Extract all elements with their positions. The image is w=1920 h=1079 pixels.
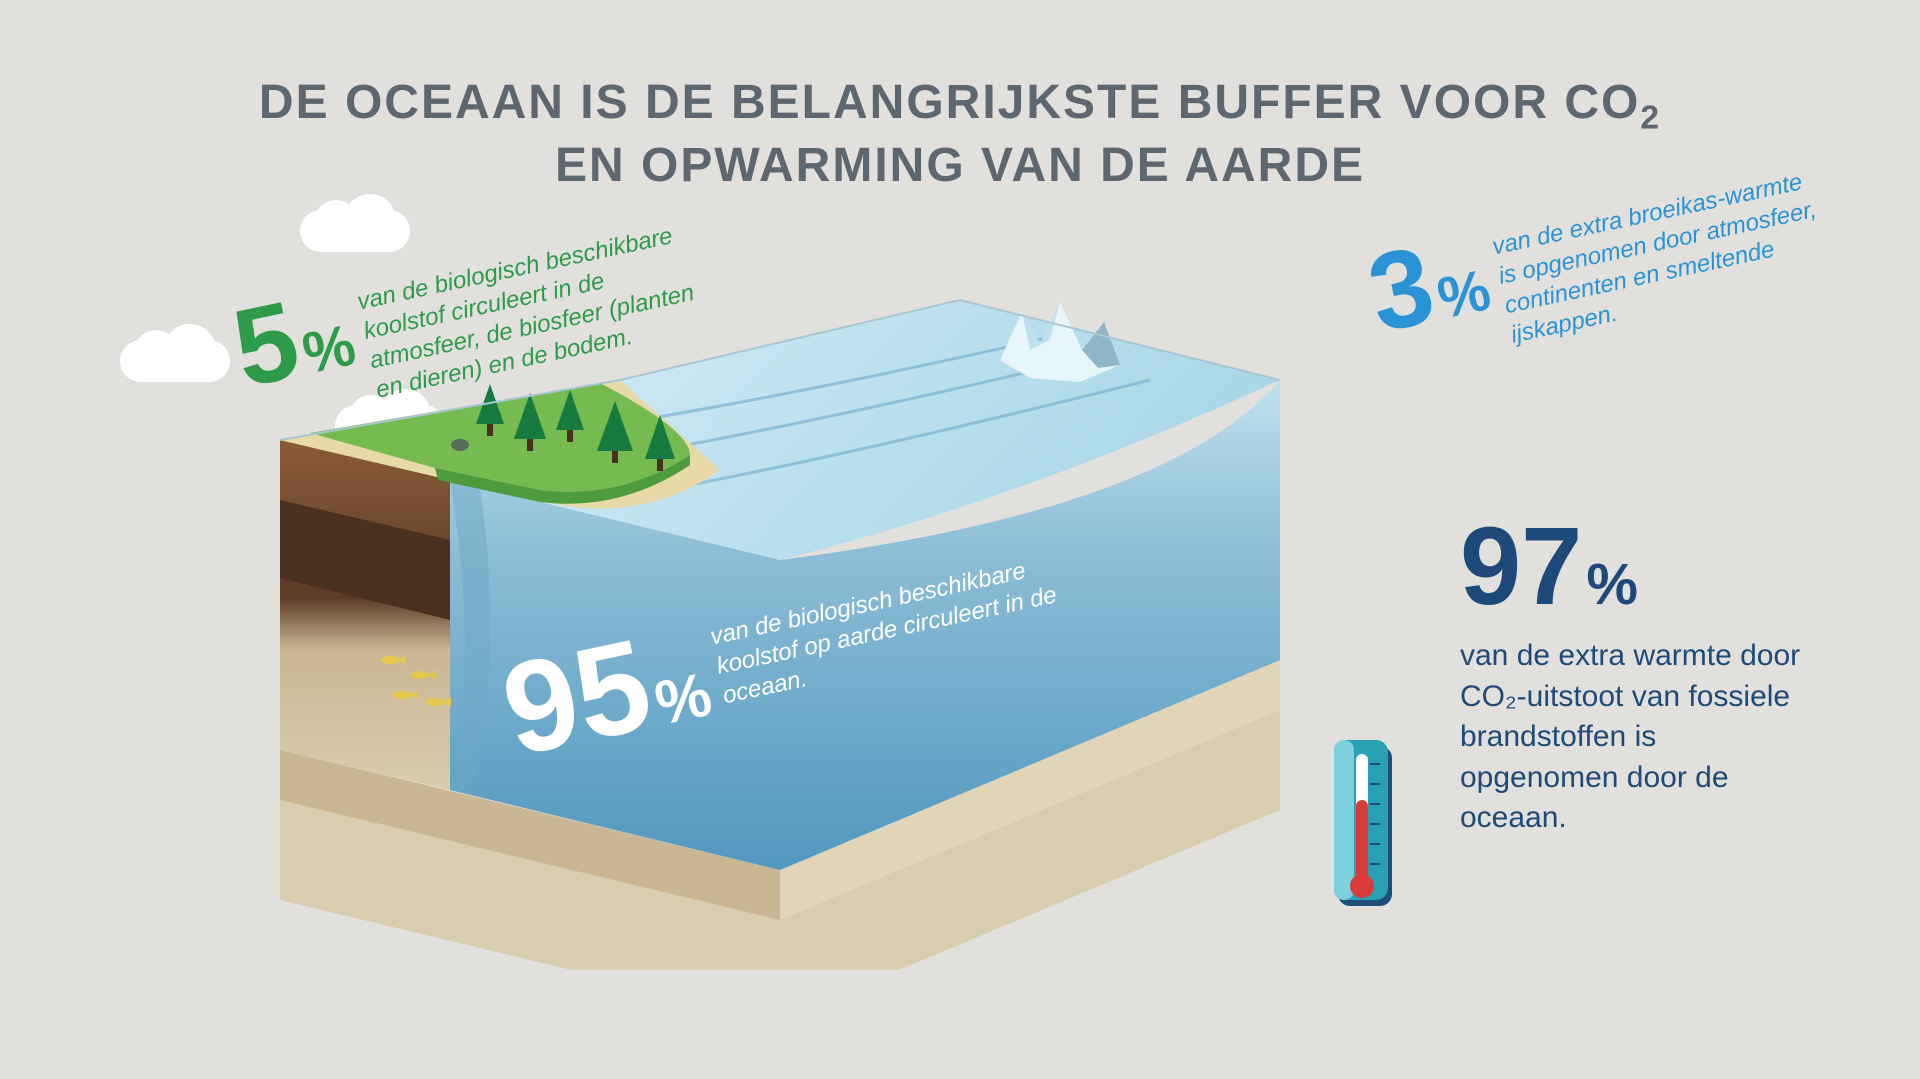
title-sub: 2	[1640, 100, 1661, 137]
stat-97pct-value: 97 %	[1460, 520, 1820, 618]
percent-icon: %	[1432, 256, 1496, 332]
stat-3pct-value: 3 %	[1362, 226, 1497, 346]
percent-icon: %	[297, 311, 361, 387]
percent-icon: %	[1586, 551, 1638, 618]
cloud-icon	[120, 340, 230, 382]
thermometer-icon	[1330, 740, 1400, 935]
stat-97pct-num: 97	[1460, 520, 1582, 614]
title-line2: EN OPWARMING VAN DE AARDE	[555, 139, 1365, 192]
percent-icon: %	[649, 659, 718, 740]
page-title: DE OCEAAN IS DE BELANGRIJKSTE BUFFER VOO…	[0, 75, 1920, 193]
stat-5pct-value: 5 %	[227, 281, 362, 401]
soil-left-face	[280, 440, 450, 790]
stat-3pct-num: 3	[1362, 237, 1441, 341]
stat-95pct-num: 95	[495, 628, 659, 766]
title-line1: DE OCEAAN IS DE BELANGRIJKSTE BUFFER VOO…	[259, 76, 1640, 129]
stat-97pct: 97 % van de extra warmte door CO₂-uitsto…	[1460, 520, 1820, 839]
stat-97pct-desc: van de extra warmte door CO₂-uitstoot va…	[1460, 636, 1820, 839]
